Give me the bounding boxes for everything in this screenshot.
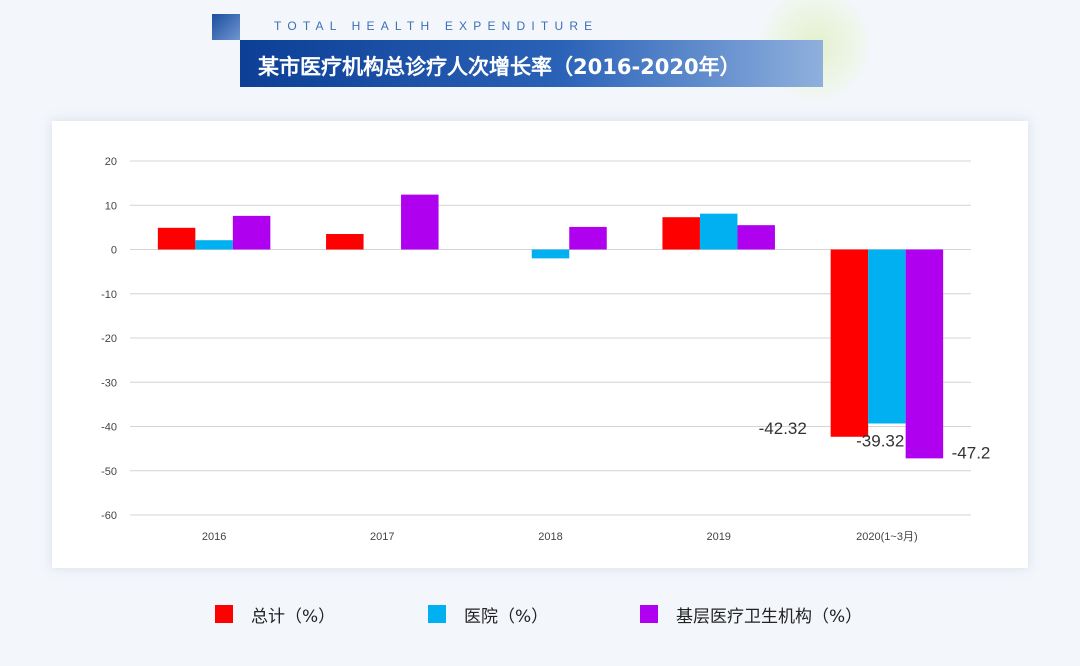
- data-label: -42.32: [759, 419, 807, 438]
- legend-label-total: 总计（%）: [251, 606, 336, 627]
- bar: [830, 249, 869, 437]
- y-tick-label: -30: [101, 377, 117, 389]
- decorative-square: [212, 14, 240, 40]
- x-tick-label: 2019: [706, 531, 730, 543]
- bar: [569, 226, 607, 250]
- title-banner: [240, 40, 823, 87]
- y-tick-label: -60: [101, 510, 117, 522]
- bar: [326, 234, 364, 250]
- x-tick-label: 2017: [370, 531, 394, 543]
- legend-item-total: 总计（%）: [215, 602, 336, 627]
- bar: [737, 225, 775, 250]
- legend-swatch-total: [215, 605, 233, 623]
- x-tick-label: 2018: [538, 531, 562, 543]
- bar: [195, 240, 233, 250]
- bar: [662, 217, 700, 250]
- bar: [531, 249, 570, 259]
- legend-label-primary-care: 基层医疗卫生机构（%）: [676, 606, 863, 627]
- bar: [905, 249, 944, 459]
- y-tick-label: -50: [101, 466, 117, 478]
- header-subtitle: TOTAL HEALTH EXPENDITURE: [274, 19, 599, 33]
- legend-item-hospital: 医院（%）: [428, 602, 549, 627]
- bar: [232, 215, 271, 250]
- data-label: -47.2: [952, 443, 991, 462]
- chart-title: 某市医疗机构总诊疗人次增长率（2016-2020年）: [258, 55, 741, 79]
- y-tick-label: 20: [105, 156, 117, 168]
- bar: [157, 227, 196, 250]
- y-tick-label: -20: [101, 333, 117, 345]
- bar: [401, 194, 439, 250]
- legend-swatch-hospital: [428, 605, 446, 623]
- legend-swatch-primary-care: [640, 605, 658, 623]
- legend-label-hospital: 医院（%）: [464, 606, 549, 627]
- y-tick-label: 0: [111, 245, 117, 257]
- x-tick-label: 2016: [202, 531, 226, 543]
- data-label: -39.32: [856, 431, 904, 450]
- legend-item-primary-care: 基层医疗卫生机构（%）: [640, 602, 863, 627]
- bar: [868, 249, 906, 424]
- y-tick-label: -40: [101, 422, 117, 434]
- y-tick-label: 10: [105, 200, 117, 212]
- x-tick-label: 2020(1~3月): [856, 531, 917, 543]
- y-tick-label: -10: [101, 289, 117, 301]
- bar: [699, 213, 738, 250]
